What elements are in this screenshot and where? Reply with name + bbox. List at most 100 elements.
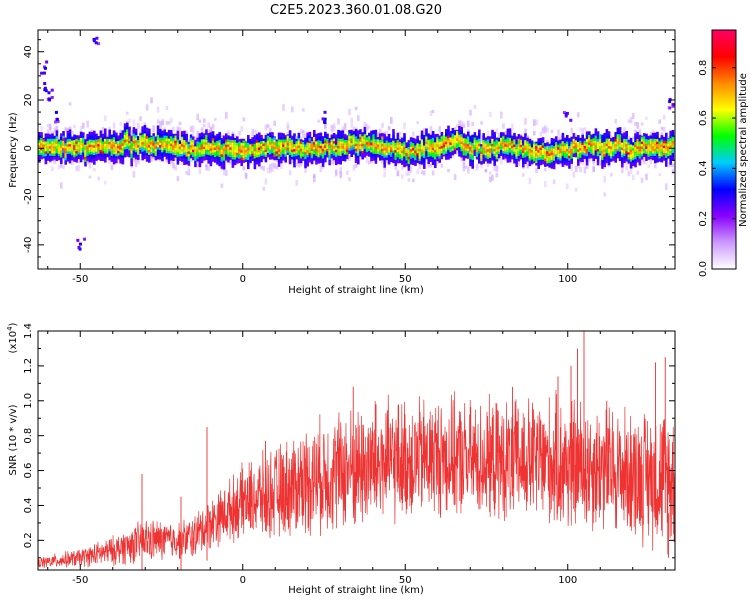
spectrogram-cell <box>550 165 554 169</box>
spectrogram-cell <box>346 139 349 143</box>
spectrogram-cell <box>533 149 536 152</box>
spectrogram-cell <box>187 151 191 154</box>
spectrogram-cell <box>216 157 219 162</box>
spectrogram-cell <box>431 142 435 146</box>
spectrogram-cell <box>172 142 175 146</box>
spectrogram-cell <box>53 141 56 144</box>
spectrogram-cell <box>588 131 591 135</box>
spectrogram-cell <box>489 147 492 151</box>
spectrogram-cell <box>561 159 565 164</box>
spectrogram-cell <box>280 162 283 169</box>
spectrogram-cell <box>570 141 573 145</box>
spectrogram-cell <box>262 143 265 146</box>
spectrogram-cell <box>286 150 290 153</box>
spectrogram-cell <box>568 161 571 166</box>
spectrogram-cell <box>541 152 545 156</box>
spectrogram-cell <box>159 144 162 148</box>
spectrogram-cell <box>324 135 327 139</box>
spectrogram-cell <box>535 160 538 164</box>
spectrogram-cell <box>82 142 85 146</box>
spectrogram-cell <box>88 146 92 150</box>
spectrogram-cell <box>141 153 144 157</box>
spectrogram-cell <box>181 146 184 150</box>
spectrogram-cell <box>420 144 424 147</box>
spectrogram-cell <box>165 152 169 157</box>
spectrogram-cell <box>97 156 100 160</box>
spectrogram-cell <box>484 140 488 144</box>
spectrogram-cell <box>537 138 540 142</box>
spectrogram-cell <box>530 140 534 145</box>
spectrogram-cell <box>247 162 250 166</box>
spectrogram-cell <box>266 138 270 141</box>
spectrogram-cell <box>134 128 138 133</box>
spectrogram-cell <box>348 143 351 146</box>
spectrogram-cell <box>352 141 356 145</box>
spectrogram-cell <box>170 138 173 142</box>
spectrogram-cell <box>68 156 72 161</box>
spectrogram-cell <box>568 157 571 161</box>
spectrogram-cell <box>141 137 144 140</box>
spectrogram-cell <box>506 147 510 150</box>
spectrogram-cell <box>174 150 177 153</box>
spectrogram-cell <box>110 164 114 171</box>
spectrogram-cell <box>218 154 221 158</box>
spectrogram-cell <box>530 149 534 153</box>
spectrogram-cell <box>225 149 228 152</box>
spectrogram-cell <box>143 125 147 129</box>
spectrogram-cell <box>260 155 263 159</box>
spectrogram-cell <box>442 152 446 157</box>
spectrogram-cell <box>299 155 303 159</box>
spectrogram-cell <box>44 136 48 141</box>
spectrogram-cell <box>244 149 248 153</box>
spectrogram-cell <box>354 128 358 133</box>
spectrogram-cell <box>387 137 391 141</box>
spectrogram-cell <box>394 164 397 170</box>
spectrogram-cell <box>238 148 241 152</box>
spectrogram-cell <box>115 146 118 149</box>
spectrogram-cell <box>176 161 180 165</box>
spectrogram-cell <box>310 143 314 147</box>
spectrogram-cell <box>128 153 131 158</box>
spectrogram-cell <box>84 144 87 148</box>
spectrogram-cell <box>412 145 415 149</box>
spectrogram-cell <box>403 148 406 152</box>
spectrogram-cell <box>427 139 430 143</box>
spectrogram-cell <box>346 151 349 155</box>
spectrogram-cell <box>546 142 549 146</box>
spectrogram-cell <box>141 141 144 145</box>
spectrogram-cell <box>555 156 558 161</box>
spectrogram-cell <box>189 142 193 146</box>
spectrogram-cell <box>167 141 171 144</box>
spectrogram-cell <box>121 147 125 151</box>
spectrogram-cell <box>354 132 358 136</box>
spectrogram-cell <box>533 119 536 126</box>
spectrogram-cell <box>491 156 494 161</box>
spectrogram-cell <box>592 140 595 144</box>
spectrogram-cell <box>205 132 208 137</box>
spectrogram-cell <box>537 161 540 166</box>
spectrogram-cell <box>350 140 353 144</box>
spectrogram-cell <box>42 153 45 157</box>
spectrogram-cell <box>143 135 147 139</box>
spectrogram-cell <box>203 133 206 138</box>
spectrogram-cell <box>172 157 175 162</box>
spectrogram-cell <box>398 131 402 136</box>
spectrogram-cell <box>434 149 437 153</box>
spectrogram-cell <box>447 152 450 157</box>
spectrogram-cell <box>337 148 340 151</box>
spectrogram-cell <box>390 138 393 142</box>
spectrogram-cell <box>148 135 151 140</box>
spectrogram-cell <box>379 152 382 155</box>
spectrogram-cell <box>524 156 527 161</box>
spectrogram-cell <box>218 149 221 153</box>
spectrogram-cell <box>97 176 100 181</box>
spectrogram-cell <box>572 133 576 137</box>
spectrogram-cell <box>218 159 221 163</box>
spectrogram-cell <box>570 164 573 171</box>
spectrogram-cell <box>603 160 606 164</box>
spectrogram-cell <box>141 129 144 134</box>
spectrogram-cell <box>233 156 237 160</box>
spectrogram-cell <box>467 136 470 140</box>
spectrogram-cell <box>607 153 611 156</box>
spectrogram-cell <box>409 148 413 152</box>
